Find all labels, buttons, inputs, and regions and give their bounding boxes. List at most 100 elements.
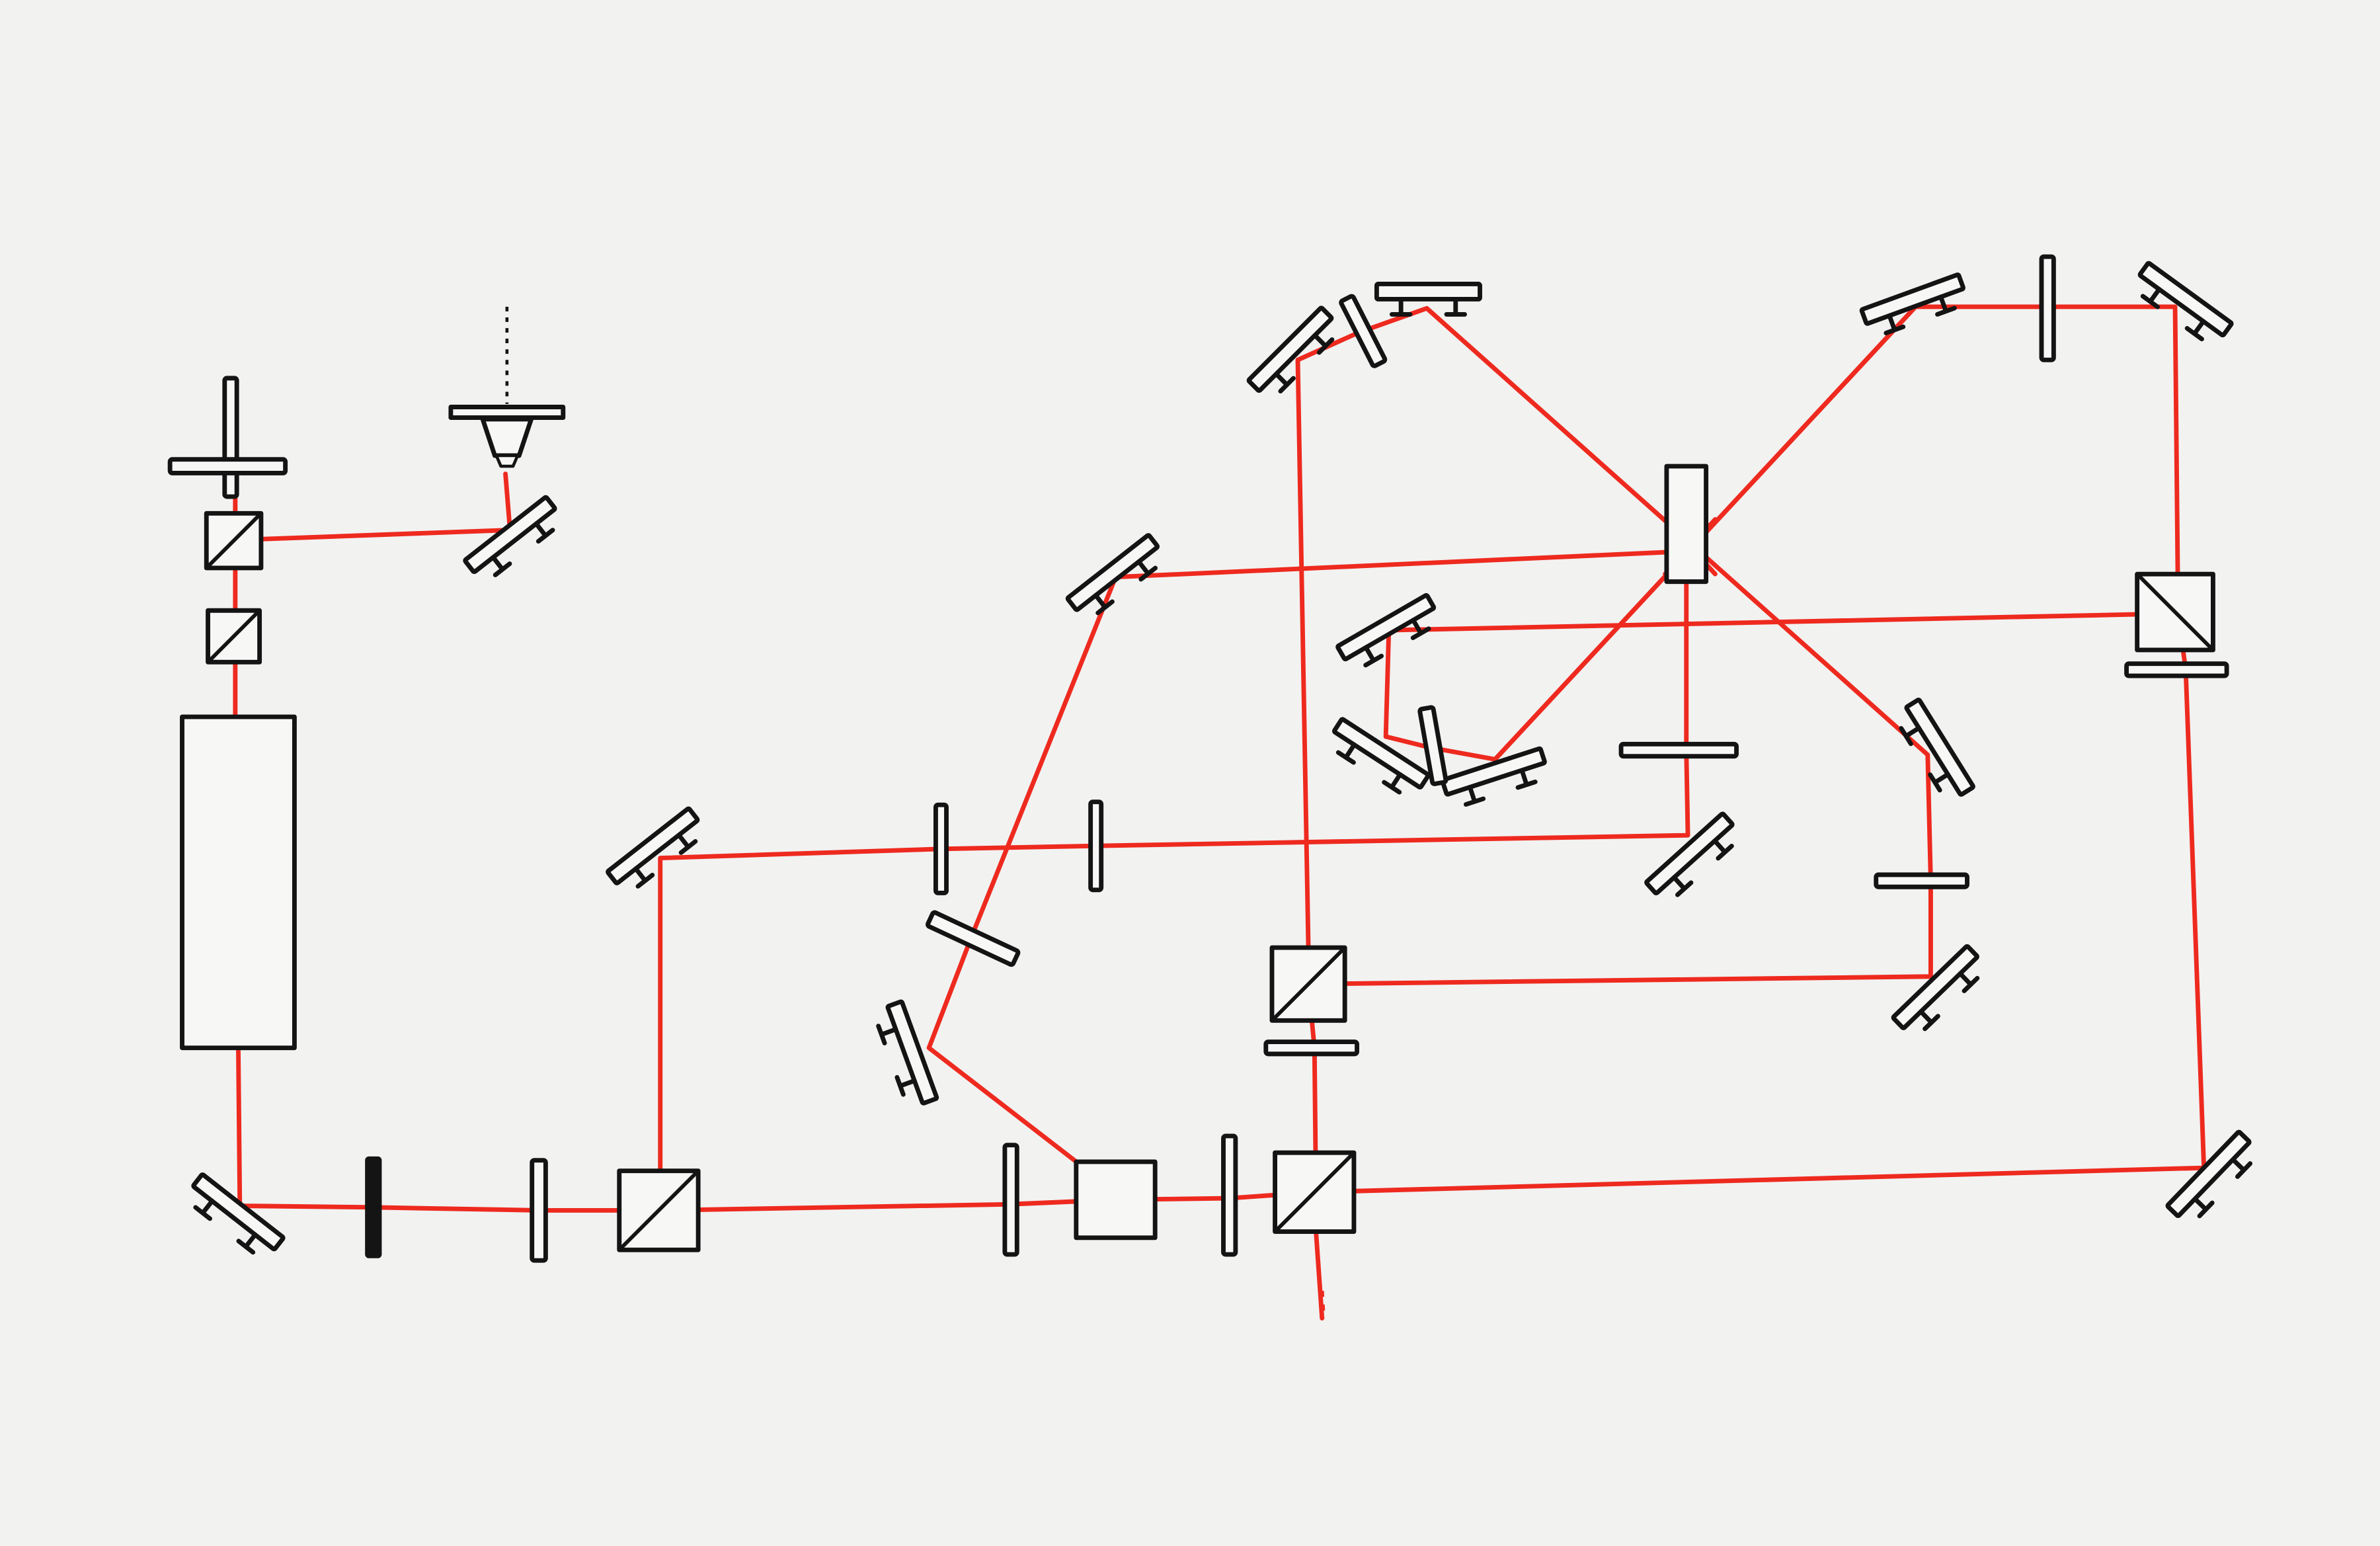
waveplate: [222, 376, 239, 499]
mirror: [1440, 746, 1547, 807]
beam-splitter-cube: [2135, 571, 2215, 653]
plate-body: [1221, 1133, 1238, 1257]
mirror-plate: [1891, 944, 1979, 1030]
mirror-foot: [1884, 294, 1957, 336]
mirror-foot: [1463, 768, 1538, 807]
plate-body: [167, 457, 288, 475]
beam-splitter-cube: [1273, 1150, 1357, 1235]
mirror-foot: [1093, 559, 1158, 616]
mirror-foot: [1671, 838, 1734, 897]
mirror-foot: [491, 521, 555, 577]
waveplate: [1088, 799, 1104, 893]
neutral-filter: [365, 1156, 382, 1258]
plate-body: [1417, 705, 1448, 786]
objective-lens: [480, 417, 534, 458]
mirror-plate: [885, 999, 939, 1106]
mirror-plate: [1859, 272, 1965, 326]
beam-exit-dashed: [1320, 1291, 1326, 1319]
mirror-foot: [1335, 742, 1403, 795]
plate-body: [1339, 294, 1388, 368]
plate-body: [1618, 741, 1739, 759]
waveplate: [933, 802, 949, 895]
mirror: [1891, 944, 1980, 1032]
laser-body: [180, 714, 297, 1051]
mirror-foot: [2140, 286, 2206, 342]
mirror-foot: [193, 1198, 258, 1255]
plate-body: [933, 802, 949, 895]
laser-beam-segment: [258, 471, 512, 542]
mirror-plate: [1440, 746, 1547, 797]
crystal: [1664, 464, 1709, 585]
objective-flange: [448, 405, 566, 421]
mirror-foot: [2192, 1157, 2253, 1219]
waveplate: [1263, 1039, 1359, 1057]
plate-body: [926, 910, 1021, 967]
waveplate: [1874, 872, 1969, 889]
mirror-foot: [1273, 333, 1335, 394]
plate-body: [222, 376, 239, 499]
plate-body: [2124, 661, 2229, 678]
plate-body: [1002, 1143, 1019, 1257]
plate-body: [1874, 872, 1969, 889]
cube-diagonal: [1273, 1151, 1356, 1234]
waveplate: [167, 457, 288, 475]
mirror-foot: [1899, 725, 1950, 793]
mirror-plate: [1644, 811, 1735, 896]
mirror: [1899, 698, 1975, 797]
mirror: [876, 999, 939, 1106]
laser-beam-segment: [658, 549, 1690, 1213]
mirror: [1065, 533, 1160, 616]
filter-body: [365, 1156, 382, 1258]
plate-body: [530, 1158, 548, 1263]
mirror: [1246, 305, 1335, 394]
waveplate: [1339, 294, 1388, 368]
cube-diagonal: [2135, 572, 2215, 652]
mirror-plate: [1246, 305, 1334, 393]
mirror-foot: [633, 833, 698, 889]
beam-splitter-cube: [617, 1168, 701, 1252]
mirror: [1644, 811, 1735, 897]
waveplate: [1002, 1143, 1019, 1257]
mirror: [2137, 261, 2234, 342]
mirror: [2165, 1129, 2253, 1219]
mirror-plate: [1065, 533, 1160, 612]
waveplate: [1618, 741, 1739, 759]
beam-splitter-cube: [206, 608, 262, 665]
objective: [448, 306, 566, 468]
optical-components: [167, 254, 2253, 1263]
waveplate: [2124, 661, 2229, 678]
cube-diagonal: [617, 1168, 700, 1252]
mirror-plate: [1904, 698, 1975, 797]
beam-splitter-cube: [204, 510, 264, 571]
mirror-plate: [1374, 282, 1482, 302]
waveplate: [2039, 254, 2056, 362]
mirror-plate: [191, 1172, 286, 1252]
mirror: [463, 495, 557, 577]
mirror-plate: [606, 806, 700, 885]
mirror: [1332, 717, 1431, 795]
mirror: [1859, 272, 1965, 336]
mirror-foot: [1363, 618, 1431, 668]
mirror-plate: [2165, 1129, 2252, 1218]
laser-beam-segment: [1314, 1229, 1325, 1321]
cube-diagonal: [204, 511, 263, 570]
cube-body: [1074, 1159, 1158, 1241]
objective-tip: [495, 454, 520, 468]
mirror: [606, 806, 700, 889]
mirror-plate: [1335, 592, 1437, 662]
plate-body: [1263, 1039, 1359, 1057]
waveplate: [1221, 1133, 1238, 1257]
mirror-foot: [876, 1024, 917, 1097]
mirror: [1335, 592, 1437, 668]
cube-diagonal: [206, 608, 262, 665]
laser-beam-segment: [1383, 304, 2188, 762]
mirror: [1374, 282, 1482, 317]
crystal-body: [1664, 464, 1709, 585]
mirror-foot: [1389, 296, 1468, 317]
waveplate: [530, 1158, 548, 1263]
waveplate: [926, 910, 1021, 967]
mirror-plate: [1332, 717, 1431, 790]
cube-diagonal: [1270, 946, 1347, 1023]
mirror: [191, 1172, 286, 1255]
